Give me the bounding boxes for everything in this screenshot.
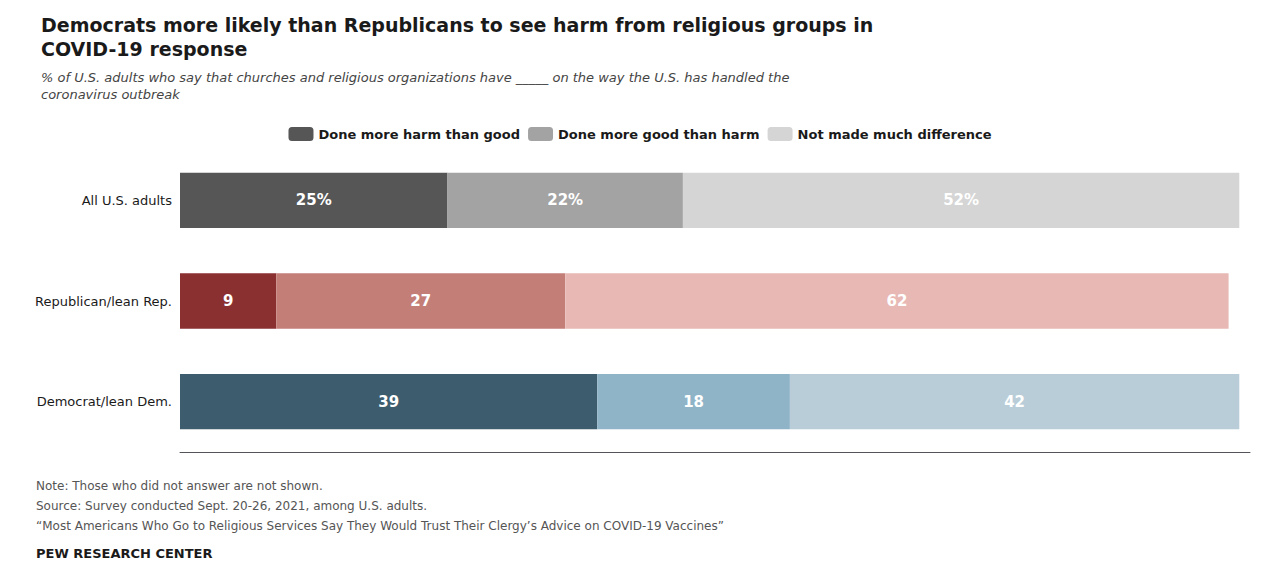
svg-text:39: 39 (378, 393, 399, 411)
svg-text:62: 62 (886, 292, 907, 310)
svg-text:Done more harm than good: Done more harm than good (318, 127, 520, 142)
svg-text:Not made much difference: Not made much difference (798, 127, 992, 142)
svg-text:22%: 22% (547, 191, 583, 209)
svg-text:9: 9 (223, 292, 233, 310)
svg-text:Democrats more likely than Rep: Democrats more likely than Republicans t… (41, 14, 873, 36)
svg-text:25%: 25% (296, 191, 332, 209)
svg-text:Note: Those who did not answer: Note: Those who did not answer are not s… (36, 479, 323, 493)
svg-text:PEW RESEARCH CENTER: PEW RESEARCH CENTER (36, 546, 212, 561)
svg-text:% of U.S. adults who say that: % of U.S. adults who say that churches a… (41, 70, 789, 85)
svg-text:18: 18 (683, 393, 704, 411)
svg-text:coronavirus outbreak: coronavirus outbreak (41, 87, 180, 102)
svg-text:27: 27 (410, 292, 431, 310)
svg-text:Democrat/lean Dem.: Democrat/lean Dem. (37, 394, 172, 409)
svg-text:42: 42 (1004, 393, 1025, 411)
svg-text:“Most Americans Who Go to Reli: “Most Americans Who Go to Religious Serv… (36, 519, 724, 533)
svg-text:Source: Survey conducted Sept.: Source: Survey conducted Sept. 20-26, 20… (36, 499, 427, 513)
svg-text:All U.S. adults: All U.S. adults (82, 193, 173, 208)
svg-text:52%: 52% (943, 191, 979, 209)
svg-text:COVID-19 response: COVID-19 response (41, 38, 247, 60)
svg-text:Done more good than harm: Done more good than harm (558, 127, 760, 142)
svg-text:Republican/lean Rep.: Republican/lean Rep. (35, 294, 172, 309)
